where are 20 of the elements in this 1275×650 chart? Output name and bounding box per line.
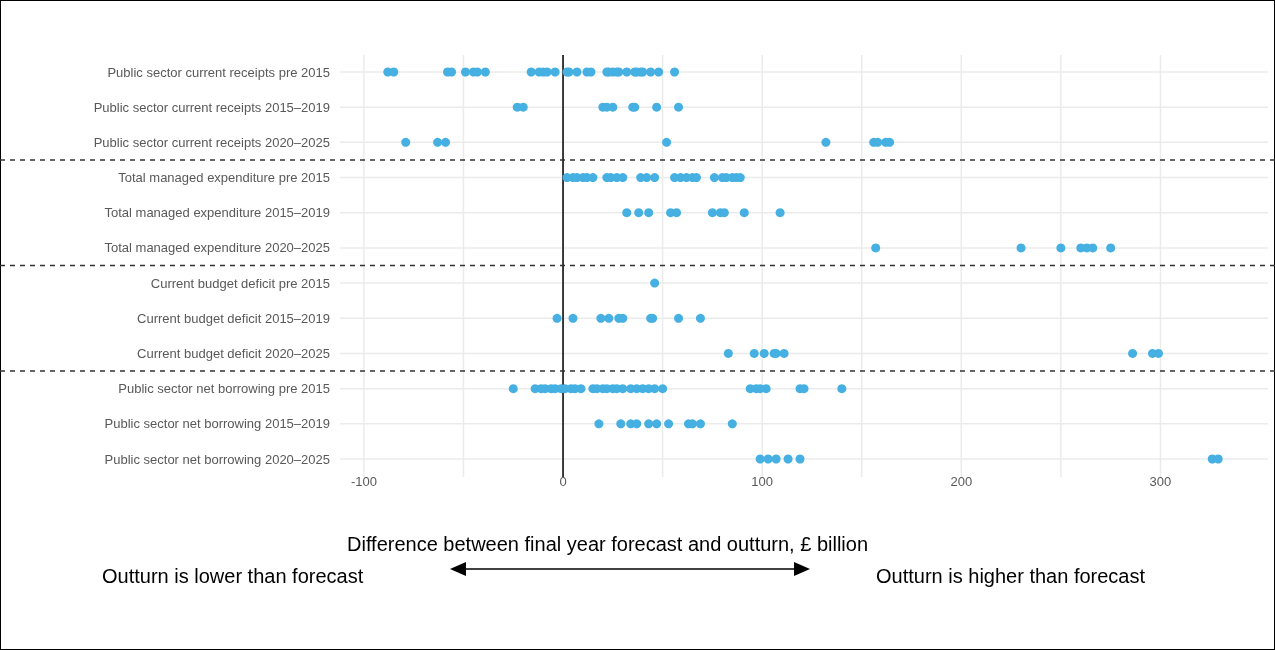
y-tick-label: Total managed expenditure 2015–2019 [104, 205, 330, 221]
y-tick-label: Total managed expenditure pre 2015 [118, 170, 330, 186]
x-axis-title: Difference between final year forecast and outturn, £ billion [347, 533, 869, 555]
y-tick-label: Public sector net borrowing pre 2015 [118, 381, 330, 397]
y-tick-label: Public sector current receipts pre 2015 [107, 64, 330, 80]
x-tick-label: 200 [950, 474, 973, 489]
y-tick-label: Public sector current receipts 2015–2019 [93, 99, 330, 115]
x-tick-label: 100 [751, 474, 774, 489]
text: Outturn is lower than forecast [102, 565, 364, 587]
x-tick-label: -100 [350, 474, 377, 489]
y-tick-label: Current budget deficit 2015–2019 [137, 310, 330, 326]
y-tick-label: Public sector net borrowing 2020–2025 [104, 451, 330, 467]
y-tick-label: Current budget deficit pre 2015 [150, 275, 330, 291]
y-tick-label: Total managed expenditure 2020–2025 [104, 240, 330, 256]
y-tick-label: Public sector net borrowing 2015–2019 [104, 416, 330, 432]
text: Outturn is higher than forecast [876, 565, 1146, 587]
y-tick-label: Public sector current receipts 2020–2025 [93, 134, 330, 150]
y-tick-label: Current budget deficit 2020–2025 [137, 345, 330, 361]
x-tick-label: 0 [559, 474, 567, 489]
x-tick-label: 300 [1149, 474, 1172, 489]
